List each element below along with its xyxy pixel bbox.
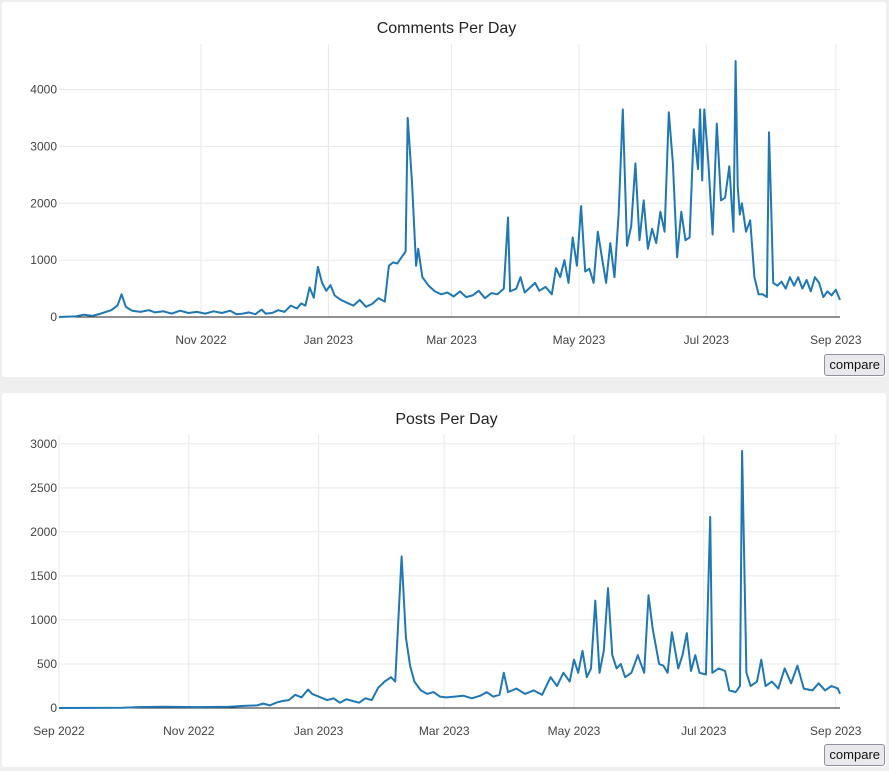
- x-tick-label: Nov 2022: [175, 333, 227, 347]
- x-tick-label: Jan 2023: [304, 333, 354, 347]
- y-tick-label: 1000: [30, 613, 57, 627]
- y-tick-label: 3000: [30, 139, 57, 153]
- x-tick-label: Sep 2023: [810, 724, 862, 738]
- x-tick-label: Jul 2023: [681, 724, 727, 738]
- posts-per-day-chart: Posts Per Day 0 500 1000 1500 2000 2500 3000 Sep…: [30, 411, 862, 738]
- series-line: [58, 449, 841, 709]
- x-tick-label: Jan 2023: [294, 724, 344, 738]
- posts-chart-panel: Posts Per Day 0 500 1000 1500 2000 2500 3000 Sep…: [2, 393, 886, 767]
- y-tick-label: 2000: [30, 196, 57, 210]
- y-tick-label: 2500: [30, 481, 57, 495]
- x-tick-label: May 2023: [553, 333, 606, 347]
- x-tick-label: Mar 2023: [419, 724, 470, 738]
- y-tick-label: 4000: [30, 83, 57, 97]
- x-tick-label: Mar 2023: [426, 333, 477, 347]
- x-tick-label: Sep 2022: [33, 724, 85, 738]
- series-line: [58, 60, 841, 318]
- y-tick-label: 1500: [30, 569, 57, 583]
- y-tick-label: 500: [37, 657, 57, 671]
- x-tick-label: Nov 2022: [163, 724, 215, 738]
- compare-button[interactable]: compare: [824, 354, 885, 376]
- y-tick-label: 3000: [30, 437, 57, 451]
- y-tick-label: 2000: [30, 525, 57, 539]
- chart-title: Comments Per Day: [377, 20, 517, 37]
- x-tick-label: Sep 2023: [810, 333, 862, 347]
- y-tick-label: 1000: [30, 253, 57, 267]
- chart-title: Posts Per Day: [395, 411, 497, 428]
- y-tick-label: 0: [50, 310, 57, 324]
- compare-button[interactable]: compare: [824, 744, 885, 766]
- comments-chart-panel: Comments Per Day 0 1000 2000 3000 4000 Nov 202…: [2, 2, 886, 377]
- comments-per-day-chart: Comments Per Day 0 1000 2000 3000 4000 Nov 202…: [30, 20, 862, 347]
- x-tick-label: Jul 2023: [684, 333, 730, 347]
- x-tick-label: May 2023: [548, 724, 601, 738]
- y-tick-label: 0: [50, 701, 57, 715]
